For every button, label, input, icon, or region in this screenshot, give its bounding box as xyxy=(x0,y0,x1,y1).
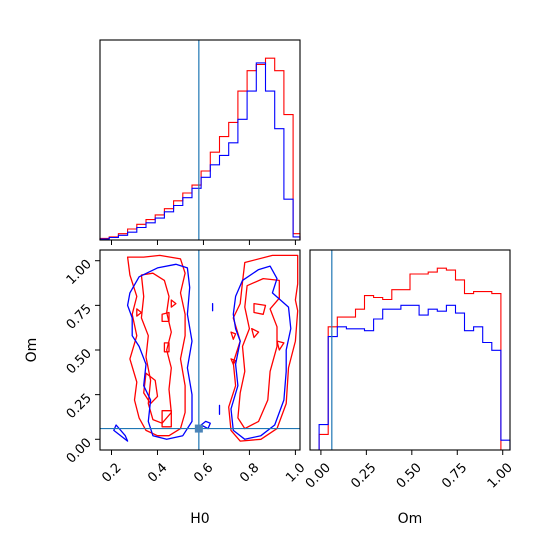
contour-series-0-7 xyxy=(161,410,172,428)
contour-series-0-1 xyxy=(140,272,172,424)
om-hist-series-0 xyxy=(310,267,510,451)
contour-series-0-10 xyxy=(253,302,267,315)
h0-hist-series-0 xyxy=(99,57,301,240)
om-marginal-marks xyxy=(310,250,511,451)
h0-marginal-frame xyxy=(99,39,301,241)
contour-series-1-2 xyxy=(200,420,211,430)
om-marginal-x-tick-label: 0.00 xyxy=(303,460,334,491)
joint-x-tick-label: 0.4 xyxy=(145,460,170,485)
contour-series-0-11 xyxy=(251,327,260,339)
contour-series-0-9 xyxy=(237,277,280,430)
x-axis-label-h0: H0 xyxy=(190,511,209,527)
joint-truth-marker xyxy=(194,424,203,433)
joint-panel: 0.2 0.4 0.6 0.8 1.00.000.250.500.751.00 H0 O… xyxy=(24,249,308,527)
y-axis-label-om: Om xyxy=(24,338,40,363)
om-marginal-frame xyxy=(309,249,511,451)
joint-y-tick-label: 0.00 xyxy=(64,436,95,467)
joint-y-tick-label: 0.75 xyxy=(64,302,95,333)
h0-marginal-marks xyxy=(99,40,301,240)
joint-y-tick-label: 0.25 xyxy=(64,391,95,422)
om-marginal-x-tick-label: 0.25 xyxy=(348,460,379,491)
joint-x-tick-label: 0.6 xyxy=(191,460,216,485)
joint-y-tick-label: 0.50 xyxy=(64,346,95,377)
om-marginal-ticks: 0.00 0.25 0.50 0.75 1.00 xyxy=(303,450,516,492)
om-marginal-panel: 0.00 0.25 0.50 0.75 1.00 Om xyxy=(303,249,516,527)
contour-series-0-3 xyxy=(136,308,143,317)
joint-y-tick-label: 1.00 xyxy=(64,257,95,288)
om-marginal-x-tick-label: 1.00 xyxy=(485,460,516,491)
contour-series-0-12 xyxy=(230,331,237,340)
om-marginal-x-tick-label: 0.75 xyxy=(439,460,470,491)
h0-marginal-panel xyxy=(99,39,301,245)
joint-contours xyxy=(113,254,299,442)
joint-x-tick-label: 0.8 xyxy=(237,460,262,485)
x-axis-label-om: Om xyxy=(398,511,423,527)
contour-series-0-0 xyxy=(126,254,186,437)
contour-series-1-5 xyxy=(230,265,292,440)
joint-x-tick-label: 0.2 xyxy=(99,460,124,485)
contour-series-0-2 xyxy=(143,372,159,405)
contour-series-0-14 xyxy=(276,340,285,351)
h0-marginal-ticks xyxy=(110,240,296,245)
joint-contour-marks xyxy=(100,250,300,450)
contour-series-0-5 xyxy=(163,342,170,353)
om-hist-series-1 xyxy=(310,304,511,451)
contour-series-0-6 xyxy=(170,299,177,308)
contour-series-1-1 xyxy=(113,424,129,442)
h0-hist-series-1 xyxy=(99,62,301,240)
contour-series-0-13 xyxy=(230,358,237,365)
om-marginal-x-tick-label: 0.50 xyxy=(394,460,425,491)
contour-series-1-0 xyxy=(126,263,193,440)
contour-series-0-4 xyxy=(161,311,170,323)
